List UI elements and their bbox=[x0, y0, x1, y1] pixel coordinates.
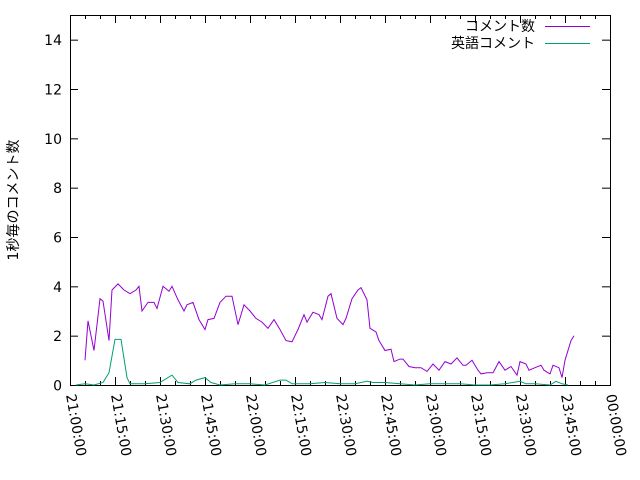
x-tick-label: 22:15:00 bbox=[287, 393, 314, 458]
y-tick-label: 6 bbox=[53, 231, 62, 247]
x-tick-label: 00:00:00 bbox=[602, 393, 629, 458]
x-tick-label: 22:45:00 bbox=[377, 393, 404, 458]
y-tick-label: 12 bbox=[44, 83, 62, 99]
x-tick-label: 21:15:00 bbox=[107, 393, 134, 458]
x-tick-label: 23:45:00 bbox=[557, 393, 584, 458]
legend-label: 英語コメント bbox=[451, 35, 535, 52]
x-tick-label: 22:00:00 bbox=[242, 393, 269, 458]
series-line-0 bbox=[84, 283, 575, 378]
x-tick-label: 23:15:00 bbox=[467, 393, 494, 458]
x-tick-label: 23:30:00 bbox=[512, 393, 539, 458]
x-tick-label: 22:30:00 bbox=[332, 393, 359, 458]
y-tick-label: 8 bbox=[53, 181, 62, 197]
x-tick-label: 21:00:00 bbox=[62, 393, 89, 458]
y-tick-label: 2 bbox=[53, 329, 62, 345]
y-axis-label: 1秒毎のコメント数 bbox=[6, 140, 22, 261]
y-tick-label: 0 bbox=[53, 379, 62, 395]
series-line-1 bbox=[75, 338, 569, 386]
y-tick-label: 14 bbox=[44, 33, 62, 49]
y-tick-label: 4 bbox=[53, 280, 62, 296]
plot-border bbox=[70, 15, 611, 386]
x-tick-label: 23:00:00 bbox=[422, 393, 449, 458]
x-tick-label: 21:30:00 bbox=[152, 393, 179, 458]
legend-label: コメント数 bbox=[465, 19, 535, 35]
x-tick-label: 21:45:00 bbox=[197, 393, 224, 458]
y-tick-label: 10 bbox=[44, 132, 62, 148]
